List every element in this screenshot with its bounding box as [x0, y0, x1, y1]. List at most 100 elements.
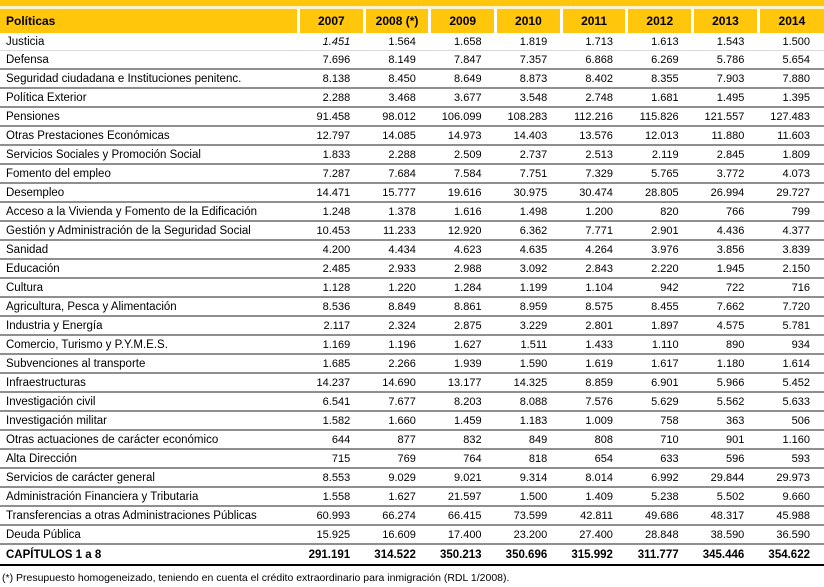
table-row: Sanidad 4.200 4.434 4.623 4.635 4.264 3.976 3.8… [0, 240, 824, 260]
value-cell: 7.751 [495, 164, 562, 184]
value-cell: 13.576 [561, 126, 627, 146]
value-cell: 17.400 [429, 525, 496, 545]
table-row: Investigación militar 1.582 1.660 1.459 1.18… [0, 411, 824, 431]
value-cell: 5.781 [758, 316, 824, 336]
table-row: Fomento del empleo 7.287 7.684 7.584 7.751 7.… [0, 164, 824, 184]
value-cell: 1.658 [429, 33, 496, 51]
value-cell: 127.483 [758, 107, 824, 127]
value-cell: 1.378 [364, 202, 430, 222]
value-cell: 30.975 [495, 183, 562, 203]
column-header-year: 2011 [559, 9, 627, 33]
policy-label: Infraestructuras [0, 373, 299, 393]
value-cell: 12.013 [626, 126, 693, 146]
value-cell: 2.801 [561, 316, 627, 336]
total-value-cell: 354.622 [758, 543, 824, 566]
value-cell: 14.690 [364, 373, 430, 393]
value-cell: 1.451 [298, 33, 365, 51]
value-cell: 593 [758, 449, 824, 469]
value-cell: 6.901 [626, 373, 693, 393]
value-cell: 8.649 [429, 69, 496, 89]
table-row: Desempleo 14.471 15.777 19.616 30.975 30.474 2… [0, 183, 824, 203]
value-cell: 11.603 [758, 126, 824, 146]
value-cell: 98.012 [364, 107, 430, 127]
value-cell: 1.500 [495, 487, 562, 507]
value-cell: 11.233 [364, 221, 430, 241]
value-cell: 942 [626, 278, 693, 298]
value-cell: 2.485 [298, 259, 365, 279]
value-cell: 6.541 [298, 392, 365, 412]
value-cell: 9.021 [429, 468, 496, 488]
table-row: Comercio, Turismo y P.Y.M.E.S. 1.169 1.196… [0, 335, 824, 355]
value-cell: 1.395 [758, 88, 824, 108]
table-row: Agricultura, Pesca y Alimentación 8.536 8.… [0, 297, 824, 317]
table-body: Justicia 1.451 1.564 1.658 1.819 1.713 1.613 1.… [0, 33, 824, 545]
value-cell: 16.609 [364, 525, 430, 545]
policy-label: Otras actuaciones de carácter económico [0, 430, 299, 450]
table-row: Política Exterior 2.288 3.468 3.677 3.548 2.7… [0, 88, 824, 108]
value-cell: 2.901 [626, 221, 693, 241]
value-cell: 363 [692, 411, 759, 431]
value-cell: 9.660 [758, 487, 824, 507]
policy-label: Transferencias a otras Administraciones … [0, 506, 299, 526]
policy-label: Educación [0, 259, 299, 279]
value-cell: 14.403 [495, 126, 562, 146]
value-cell: 1.128 [298, 278, 365, 298]
value-cell: 2.748 [561, 88, 627, 108]
value-cell: 2.324 [364, 316, 430, 336]
value-cell: 877 [364, 430, 430, 450]
table-row: Acceso a la Vivienda y Fomento de la Edi… [0, 202, 824, 222]
value-cell: 13.177 [429, 373, 496, 393]
value-cell: 30.474 [561, 183, 627, 203]
table-row: Justicia 1.451 1.564 1.658 1.819 1.713 1.613 1.… [0, 33, 824, 51]
budget-policies-table: Políticas 2007 2008 (*) 2009 2010 2011 2012 201… [0, 9, 824, 566]
value-cell: 14.471 [298, 183, 365, 203]
table-row: Defensa 7.696 8.149 7.847 7.357 6.868 6.269 5.7… [0, 50, 824, 70]
value-cell: 38.590 [692, 525, 759, 545]
value-cell: 1.617 [626, 354, 693, 374]
table-row: Deuda Pública 15.925 16.609 17.400 23.200 27.… [0, 525, 824, 545]
value-cell: 1.558 [298, 487, 365, 507]
table-row: Otras actuaciones de carácter económico 6… [0, 430, 824, 450]
value-cell: 8.553 [298, 468, 365, 488]
column-header-politicas: Políticas [0, 9, 299, 33]
value-cell: 1.104 [561, 278, 627, 298]
policy-label: Cultura [0, 278, 299, 298]
value-cell: 1.248 [298, 202, 365, 222]
value-cell: 4.200 [298, 240, 365, 260]
value-cell: 1.199 [495, 278, 562, 298]
value-cell: 716 [758, 278, 824, 298]
value-cell: 1.183 [495, 411, 562, 431]
value-cell: 7.357 [495, 50, 562, 70]
value-cell: 4.264 [561, 240, 627, 260]
value-cell: 7.329 [561, 164, 627, 184]
value-cell: 4.623 [429, 240, 496, 260]
value-cell: 7.903 [692, 69, 759, 89]
value-cell: 7.696 [298, 50, 365, 70]
policy-label: Gestión y Administración de la Seguridad… [0, 221, 299, 241]
policy-label: Sanidad [0, 240, 299, 260]
value-cell: 5.502 [692, 487, 759, 507]
value-cell: 8.455 [626, 297, 693, 317]
value-cell: 4.377 [758, 221, 824, 241]
table-row: Otras Prestaciones Económicas 12.797 14.08… [0, 126, 824, 146]
value-cell: 1.613 [626, 33, 693, 51]
table-row: Infraestructuras 14.237 14.690 13.177 14.325… [0, 373, 824, 393]
table-footer: CAPÍTULOS 1 a 8 291.191 314.522 350.213 350.… [0, 543, 824, 566]
value-cell: 3.839 [758, 240, 824, 260]
value-cell: 7.720 [758, 297, 824, 317]
value-cell: 8.203 [429, 392, 496, 412]
value-cell: 1.619 [561, 354, 627, 374]
value-cell: 2.509 [429, 145, 496, 165]
header-row: Políticas 2007 2008 (*) 2009 2010 2011 2012 201… [0, 9, 824, 33]
value-cell: 1.500 [758, 33, 824, 51]
value-cell: 1.564 [364, 33, 430, 51]
column-header-year: 2014 [756, 9, 824, 33]
value-cell: 21.597 [429, 487, 496, 507]
value-cell: 758 [626, 411, 693, 431]
value-cell: 2.513 [561, 145, 627, 165]
value-cell: 8.536 [298, 297, 365, 317]
policy-label: Agricultura, Pesca y Alimentación [0, 297, 299, 317]
value-cell: 29.973 [758, 468, 824, 488]
value-cell: 1.433 [561, 335, 627, 355]
value-cell: 4.575 [692, 316, 759, 336]
